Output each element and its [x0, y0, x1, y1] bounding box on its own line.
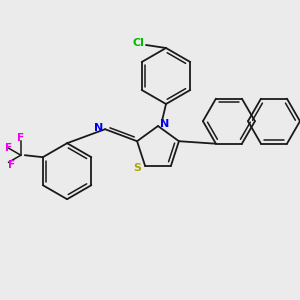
- Text: Cl: Cl: [132, 38, 144, 48]
- Text: F: F: [8, 160, 15, 170]
- Text: F: F: [5, 143, 12, 153]
- Text: N: N: [160, 119, 169, 129]
- Text: N: N: [94, 123, 104, 133]
- Text: S: S: [133, 163, 141, 173]
- Text: F: F: [17, 133, 24, 143]
